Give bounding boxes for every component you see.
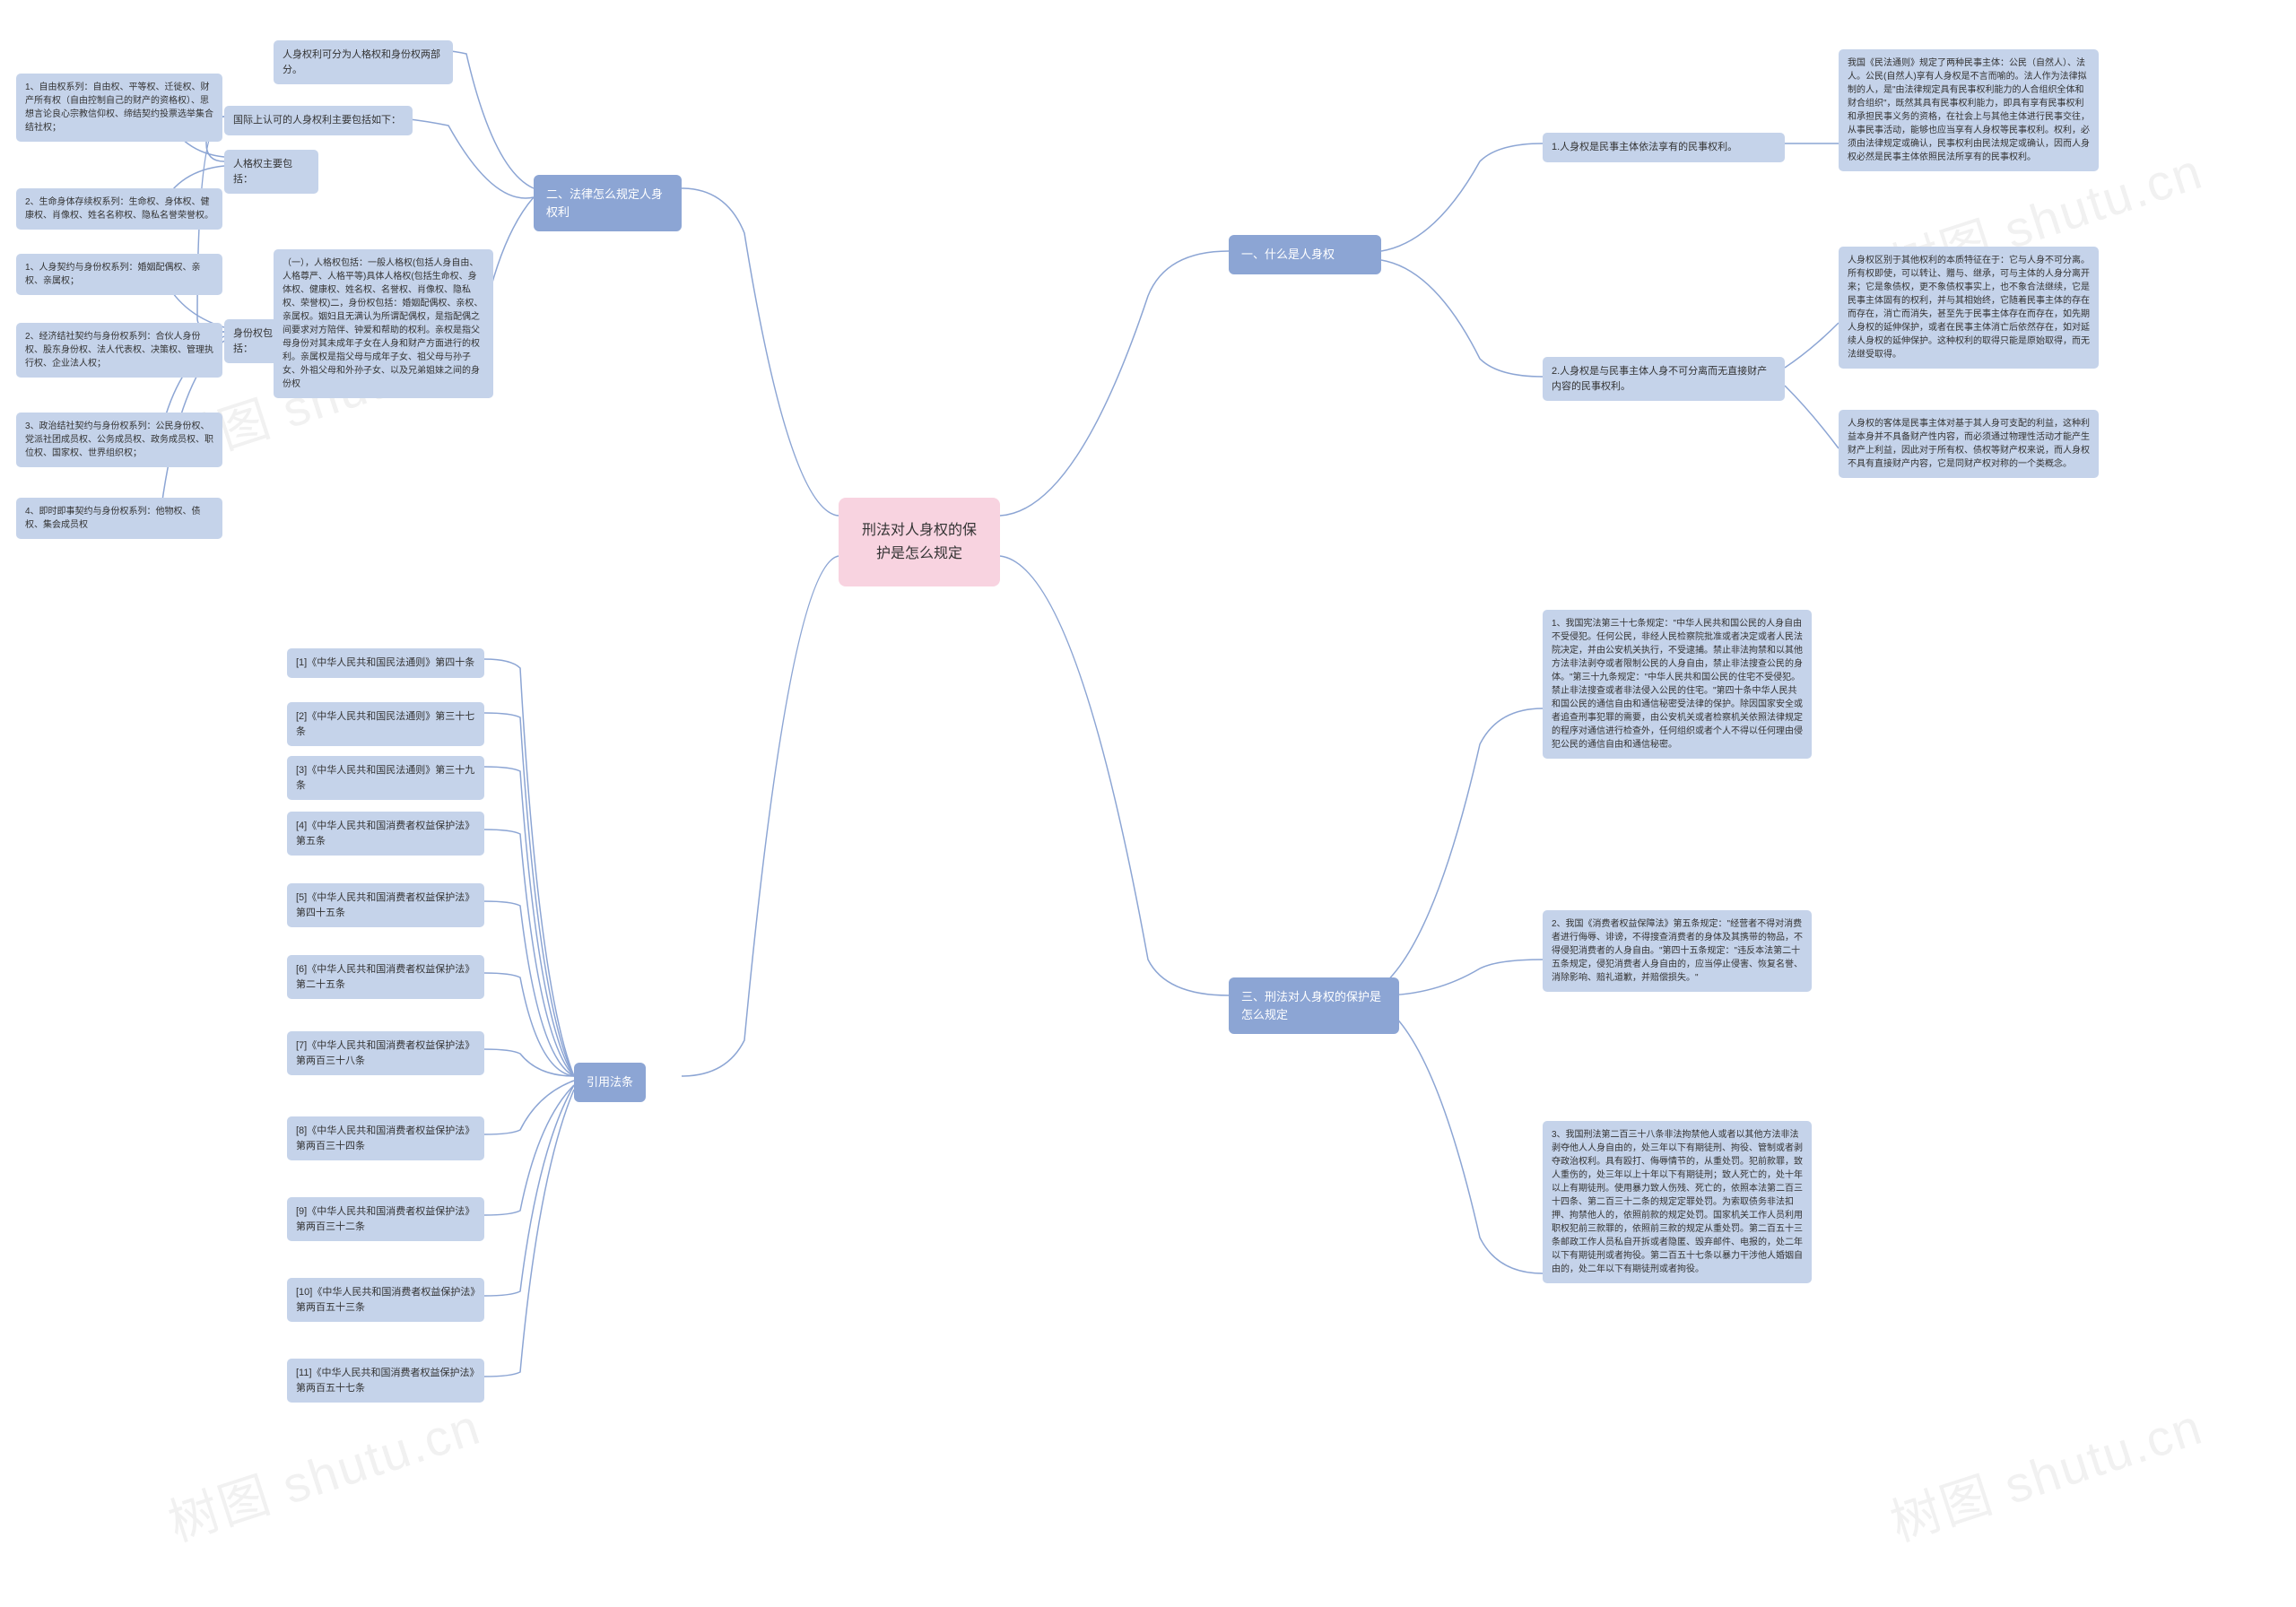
ref-item-4: [4]《中华人民共和国消费者权益保护法》第五条 — [287, 812, 484, 856]
section-2-sub2: （一），人格权包括：一般人格权(包括人身自由、人格尊严、人格平等)具体人格权(包… — [274, 249, 493, 398]
ref-item-1: [1]《中华人民共和国民法通则》第四十条 — [287, 648, 484, 678]
section-3-item3: 3、我国刑法第二百三十八条非法拘禁他人或者以其他方法非法剥夺他人人身自由的，处三… — [1543, 1121, 1812, 1283]
section-3-title: 三、刑法对人身权的保护是怎么规定 — [1229, 977, 1399, 1034]
ref-item-11: [11]《中华人民共和国消费者权益保护法》第两百五十七条 — [287, 1359, 484, 1403]
section-1-item1-label: 1.人身权是民事主体依法享有的民事权利。 — [1543, 133, 1785, 162]
section-2-cat1-item1: 1、自由权系列：自由权、平等权、迁徙权、财产所有权（自由控制自己的财产的资格权）… — [16, 74, 222, 142]
section-2-cat2-item1: 1、人身契约与身份权系列：婚姻配偶权、亲权、亲属权； — [16, 254, 222, 295]
section-2-cat2-item3: 3、政治结社契约与身份权系列：公民身份权、党派社团成员权、公务成员权、政务成员权… — [16, 413, 222, 467]
section-1-item2-detail-b: 人身权的客体是民事主体对基于其人身可支配的利益，这种利益本身并不具备财产性内容，… — [1839, 410, 2099, 478]
section-1-item2-label: 2.人身权是与民事主体人身不可分离而无直接财产内容的民事权利。 — [1543, 357, 1785, 401]
watermark: 树图 shutu.cn — [158, 1386, 489, 1556]
section-2-sub1-label: 国际上认可的人身权利主要包括如下： — [224, 106, 413, 135]
ref-item-6: [6]《中华人民共和国消费者权益保护法》第二十五条 — [287, 955, 484, 999]
section-2-title: 二、法律怎么规定人身权利 — [534, 175, 682, 231]
section-2-cat1-label: 人格权主要包括： — [224, 150, 318, 194]
watermark: 树图 shutu.cn — [1880, 1386, 2211, 1556]
section-1-item1-detail: 我国《民法通则》规定了两种民事主体：公民（自然人）、法人。公民(自然人)享有人身… — [1839, 49, 2099, 171]
center-node: 刑法对人身权的保护是怎么规定 — [839, 498, 1000, 586]
section-2-cat2-item2: 2、经济结社契约与身份权系列：合伙人身份权、股东身份权、法人代表权、决策权、管理… — [16, 323, 222, 378]
ref-item-9: [9]《中华人民共和国消费者权益保护法》第两百三十二条 — [287, 1197, 484, 1241]
section-1-item2-detail-a: 人身权区别于其他权利的本质特征在于：它与人身不可分离。所有权即使，可以转让、赠与… — [1839, 247, 2099, 369]
section-1-title: 一、什么是人身权 — [1229, 235, 1381, 274]
ref-item-10: [10]《中华人民共和国消费者权益保护法》第两百五十三条 — [287, 1278, 484, 1322]
ref-item-5: [5]《中华人民共和国消费者权益保护法》第四十五条 — [287, 883, 484, 927]
refs-title: 引用法条 — [574, 1063, 646, 1102]
section-2-cat2-item4: 4、即时即事契约与身份权系列：他物权、债权、集会成员权 — [16, 498, 222, 539]
ref-item-7: [7]《中华人民共和国消费者权益保护法》第两百三十八条 — [287, 1031, 484, 1075]
section-3-item2: 2、我国《消费者权益保障法》第五条规定："经营者不得对消费者进行侮辱、诽谤，不得… — [1543, 910, 1812, 992]
section-3-item1: 1、我国宪法第三十七条规定："中华人民共和国公民的人身自由不受侵犯。任何公民，非… — [1543, 610, 1812, 759]
section-2-cat1-item2: 2、生命身体存续权系列：生命权、身体权、健康权、肖像权、姓名名称权、隐私名誉荣誉… — [16, 188, 222, 230]
section-2-note1: 人身权利可分为人格权和身份权两部分。 — [274, 40, 453, 84]
ref-item-3: [3]《中华人民共和国民法通则》第三十九条 — [287, 756, 484, 800]
ref-item-2: [2]《中华人民共和国民法通则》第三十七条 — [287, 702, 484, 746]
ref-item-8: [8]《中华人民共和国消费者权益保护法》第两百三十四条 — [287, 1116, 484, 1160]
